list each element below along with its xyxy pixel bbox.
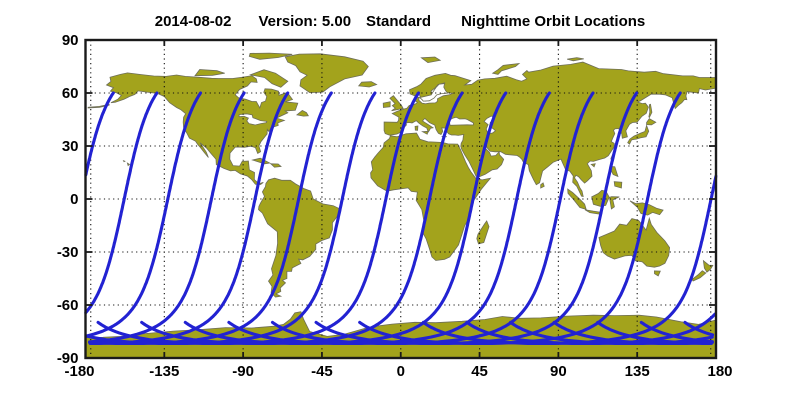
x-tick-label: -45 (311, 363, 333, 380)
land-polygon (251, 157, 271, 165)
land-polygon (691, 270, 707, 282)
orbit-track (88, 91, 246, 344)
land-polygon (357, 81, 378, 88)
land-polygon (598, 216, 671, 268)
orbit-track (358, 91, 682, 346)
x-tick-label: -135 (149, 363, 179, 380)
x-tick-label: 90 (550, 363, 567, 380)
x-tick-label: 45 (471, 363, 488, 380)
land-polygon (420, 56, 442, 64)
land-polygon (702, 259, 714, 273)
land-polygon (648, 103, 653, 119)
land-polygon (613, 181, 623, 189)
land-polygon (646, 118, 657, 126)
land-polygon (590, 163, 596, 168)
title-heading: Nighttime Orbit Locations (461, 13, 646, 30)
orbit-track (270, 91, 595, 346)
land-polygon (627, 124, 650, 145)
orbit-tracks-layer (84, 91, 718, 346)
orbit-track (639, 320, 714, 344)
land-polygon (566, 57, 584, 62)
title-date: 2014-08-02 (154, 13, 232, 30)
y-tick-label: -60 (57, 297, 79, 314)
land-polygon (584, 209, 602, 215)
land-polygon (491, 62, 521, 75)
y-tick-label: 30 (62, 138, 79, 155)
land-polygon (382, 101, 391, 108)
y-tick-label: 0 (70, 191, 78, 208)
orbit-track (84, 91, 159, 315)
land-polygon (194, 69, 225, 77)
land-polygon (567, 188, 587, 210)
grid-layer (85, 40, 716, 358)
x-tick-label: -180 (64, 363, 94, 380)
y-tick-label: 90 (62, 32, 79, 49)
land-polygon (269, 163, 282, 168)
x-tick-label: 135 (625, 363, 650, 380)
title-version: Version: 5.00 (258, 13, 352, 30)
axis-frame-layer (84, 38, 718, 360)
land-polygon (295, 110, 309, 117)
land-polygon (258, 177, 341, 298)
land-polygon (653, 270, 661, 277)
land-polygon (540, 182, 545, 189)
land-polygon (421, 130, 429, 135)
orbit-track (84, 91, 115, 177)
title-mode: Standard (366, 13, 432, 30)
lakes-layer (238, 83, 497, 134)
orbit-track (314, 91, 639, 346)
land-polygon (284, 53, 369, 94)
x-tick-label: 180 (707, 363, 732, 380)
land-polygon (105, 72, 299, 185)
y-tick-label: -90 (57, 350, 79, 367)
plot-title: 2014-08-02 Version: 5.00 Standard Nightt… (0, 13, 800, 30)
land-polygon (609, 196, 620, 210)
land-polygon (389, 95, 404, 112)
land-polygon (249, 69, 289, 88)
lake-polygon (418, 83, 449, 102)
land-polygon (126, 162, 131, 167)
orbit-track (87, 91, 333, 346)
land-polygon (87, 103, 110, 109)
orbit-track (84, 91, 377, 346)
orbit-track (88, 91, 290, 346)
lake-polygon (238, 113, 268, 126)
land-polygon (476, 220, 490, 245)
tick-labels-layer: -180 -135 -90 -45 0 45 90 135 180 90 60 30 0 -30 -60 -9… (57, 32, 733, 380)
orbit-track (596, 320, 713, 346)
x-tick-label: -90 (232, 363, 254, 380)
orbit-track (552, 320, 714, 346)
land-polygon (248, 52, 293, 60)
orbit-track (227, 91, 551, 346)
orbit-track (683, 320, 715, 337)
orbit-track (84, 91, 203, 338)
x-tick-label: 0 (397, 363, 405, 380)
y-tick-label: 60 (62, 85, 79, 102)
land-polygon (122, 159, 126, 163)
land-polygon (414, 125, 419, 131)
y-tick-label: -30 (57, 244, 79, 261)
